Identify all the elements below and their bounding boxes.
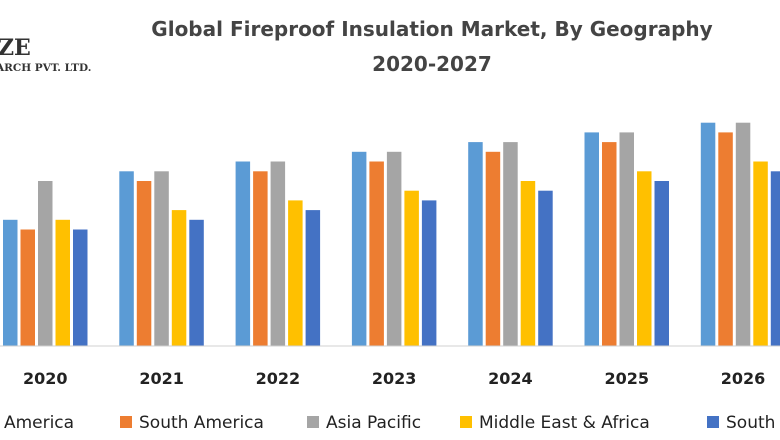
bar-2023-series-1 — [351, 151, 367, 346]
bar-2021-series-3 — [154, 171, 169, 347]
bar-2024-series-1 — [468, 142, 483, 346]
logo-tagline: ARCH PVT. LTD. — [0, 62, 91, 74]
legend-swatch — [460, 416, 472, 428]
legend-swatch — [307, 416, 319, 428]
logo-wordmark: ZE — [0, 35, 31, 61]
bar-2021-series-5 — [189, 219, 204, 346]
plot-area — [3, 122, 780, 347]
bar-2024-series-3 — [503, 142, 518, 346]
bar-2024-series-2 — [485, 151, 501, 346]
chart-title: Global Fireproof Insulation Market, By G… — [151, 17, 712, 41]
bar-2023-series-2 — [369, 161, 384, 346]
bar-2021-series-4 — [171, 210, 187, 346]
bar-2026-series-2 — [718, 132, 733, 346]
bar-2026-series-3 — [735, 122, 751, 346]
bar-2021-series-2 — [136, 181, 152, 346]
x-tick-label: 2020 — [23, 369, 68, 388]
legend-label: South America — [139, 413, 264, 433]
bar-2020-series-1 — [3, 219, 18, 346]
bar-2023-series-4 — [404, 190, 419, 346]
bar-2021-series-1 — [119, 171, 134, 347]
legend-label: Middle East & Africa — [479, 413, 650, 433]
bar-2020-series-3 — [38, 181, 53, 346]
bar-2023-series-5 — [421, 200, 437, 346]
x-tick-label: 2021 — [139, 369, 184, 388]
bar-2025-series-4 — [637, 171, 652, 347]
legend-label: South America — [726, 413, 780, 433]
bar-2020-series-4 — [55, 219, 70, 346]
bar-2022-series-4 — [288, 200, 303, 346]
bar-2022-series-2 — [253, 171, 268, 347]
x-tick-label: 2025 — [605, 369, 650, 388]
bar-2024-series-5 — [538, 190, 553, 346]
bar-2020-series-5 — [73, 229, 88, 346]
bar-2026-series-4 — [753, 161, 768, 346]
bar-2024-series-4 — [520, 181, 536, 346]
bar-2025-series-5 — [654, 181, 669, 346]
legend: North America South America Asia Pacific Mi… — [0, 413, 780, 433]
legend-swatch — [707, 416, 719, 428]
legend-swatch — [120, 416, 132, 428]
chart-subtitle: 2020-2027 — [372, 52, 492, 76]
bar-2023-series-3 — [386, 151, 402, 346]
legend-label: North America — [0, 413, 74, 433]
bar-2026-series-5 — [770, 171, 780, 347]
bar-2022-series-5 — [305, 210, 321, 346]
bar-2026-series-1 — [700, 122, 716, 346]
x-axis-ticks: 2020 2021 2022 2023 2024 2025 2026 — [23, 369, 765, 388]
bar-2025-series-1 — [584, 132, 599, 346]
x-tick-label: 2023 — [372, 369, 417, 388]
legend-label: Asia Pacific — [326, 413, 421, 433]
bar-2022-series-1 — [235, 161, 251, 346]
x-tick-label: 2024 — [488, 369, 533, 388]
x-tick-label: 2022 — [256, 369, 301, 388]
bar-2022-series-3 — [270, 161, 286, 346]
bar-2025-series-2 — [602, 142, 617, 346]
x-tick-label: 2026 — [721, 369, 766, 388]
bar-2025-series-3 — [619, 132, 634, 346]
bar-2020-series-2 — [20, 229, 35, 346]
